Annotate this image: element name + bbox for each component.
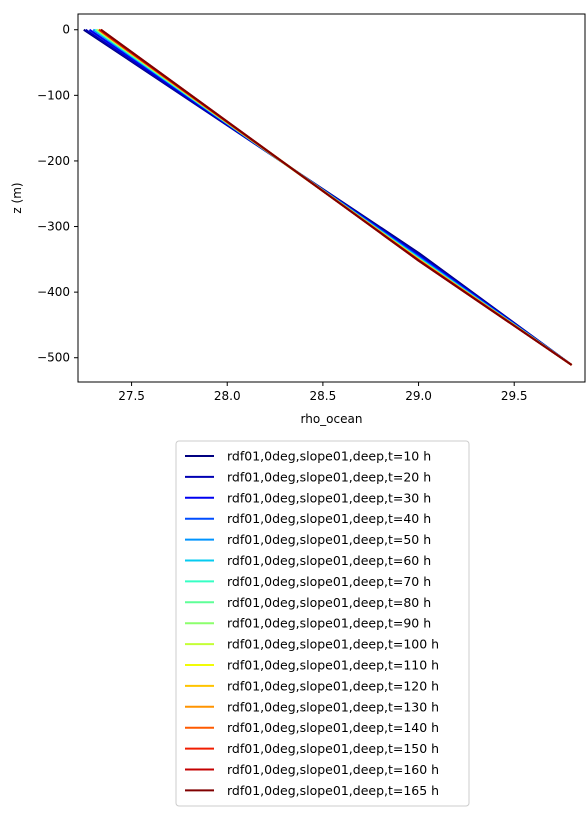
legend-label-9: rdf01,0deg,slope01,deep,t=90 h	[227, 616, 431, 631]
y-tick-label: −300	[37, 220, 70, 234]
legend-label-2: rdf01,0deg,slope01,deep,t=20 h	[227, 469, 431, 484]
y-tick-label: −500	[37, 351, 70, 365]
y-axis-label: z (m)	[10, 182, 24, 213]
legend-label-8: rdf01,0deg,slope01,deep,t=80 h	[227, 595, 431, 610]
y-tick-label: −400	[37, 285, 70, 299]
y-tick-label: −200	[37, 154, 70, 168]
x-tick-label: 29.0	[405, 389, 432, 403]
legend-label-3: rdf01,0deg,slope01,deep,t=30 h	[227, 490, 431, 505]
series-line-17	[100, 28, 573, 366]
x-axis-label: rho_ocean	[301, 412, 363, 426]
legend-label-7: rdf01,0deg,slope01,deep,t=70 h	[227, 574, 431, 589]
legend-label-16: rdf01,0deg,slope01,deep,t=160 h	[227, 762, 439, 777]
legend-label-13: rdf01,0deg,slope01,deep,t=130 h	[227, 699, 439, 714]
legend-label-12: rdf01,0deg,slope01,deep,t=120 h	[227, 678, 439, 693]
legend-label-14: rdf01,0deg,slope01,deep,t=140 h	[227, 720, 439, 735]
x-tick-label: 29.5	[501, 389, 528, 403]
legend-label-4: rdf01,0deg,slope01,deep,t=40 h	[227, 511, 431, 526]
y-tick-label: 0	[62, 23, 70, 37]
legend-label-17: rdf01,0deg,slope01,deep,t=165 h	[227, 783, 439, 798]
legend: rdf01,0deg,slope01,deep,t=10 h rdf01,0deg…	[175, 440, 470, 807]
legend-label-1: rdf01,0deg,slope01,deep,t=10 h	[227, 449, 431, 464]
x-tick-label: 27.5	[118, 389, 145, 403]
x-tick-label: 28.0	[214, 389, 241, 403]
series-layer	[83, 28, 573, 366]
legend-label-10: rdf01,0deg,slope01,deep,t=100 h	[227, 637, 439, 652]
legend-label-11: rdf01,0deg,slope01,deep,t=110 h	[227, 658, 439, 673]
legend-label-15: rdf01,0deg,slope01,deep,t=150 h	[227, 741, 439, 756]
legend-label-6: rdf01,0deg,slope01,deep,t=60 h	[227, 553, 431, 568]
ticks-layer: 27.5 28.0 28.5 29.0 29.5 0 −100 −200 −300 −400 −50…	[37, 23, 528, 403]
legend-label-5: rdf01,0deg,slope01,deep,t=50 h	[227, 532, 431, 547]
x-tick-label: 28.5	[310, 389, 337, 403]
legend-box	[175, 440, 470, 807]
y-tick-label: −100	[37, 88, 70, 102]
